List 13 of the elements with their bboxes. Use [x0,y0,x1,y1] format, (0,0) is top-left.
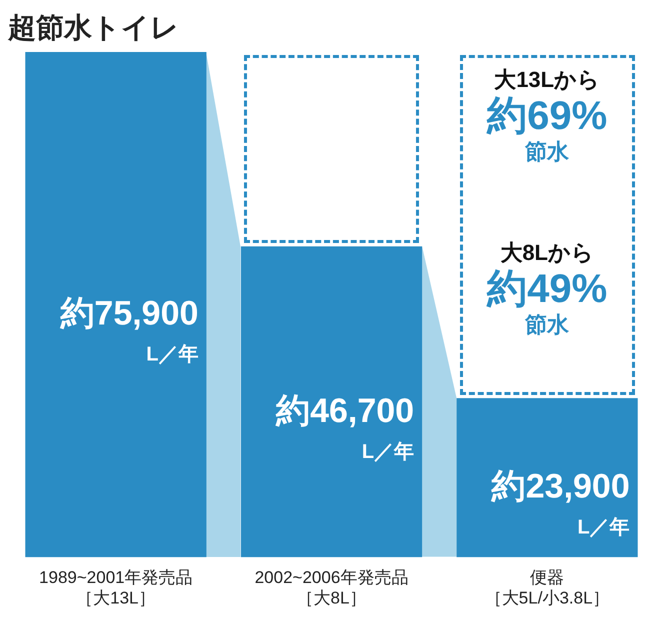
x-tick-label: 2002~2006年発売品［大8L］ [254,568,408,608]
annotation: 節水 [524,311,570,340]
x-tick-label: 1989~2001年発売品［大13L］ [39,568,193,608]
data-label: 約46,700 L／年 [275,392,414,463]
annotation: 大13Lから [493,66,602,94]
x-tick-label: 便器［大5L/小3.8L］ [484,568,610,608]
annotation: 大8Lから [499,239,595,268]
annotation: 約69% [486,94,608,138]
data-label: 約75,900 L／年 [59,294,198,366]
chart-title: 超節水トイレ [8,11,180,45]
data-label: 約23,900 L／年 [490,468,630,539]
annotation: 約49% [486,267,608,312]
annotation: 節水 [524,138,570,166]
